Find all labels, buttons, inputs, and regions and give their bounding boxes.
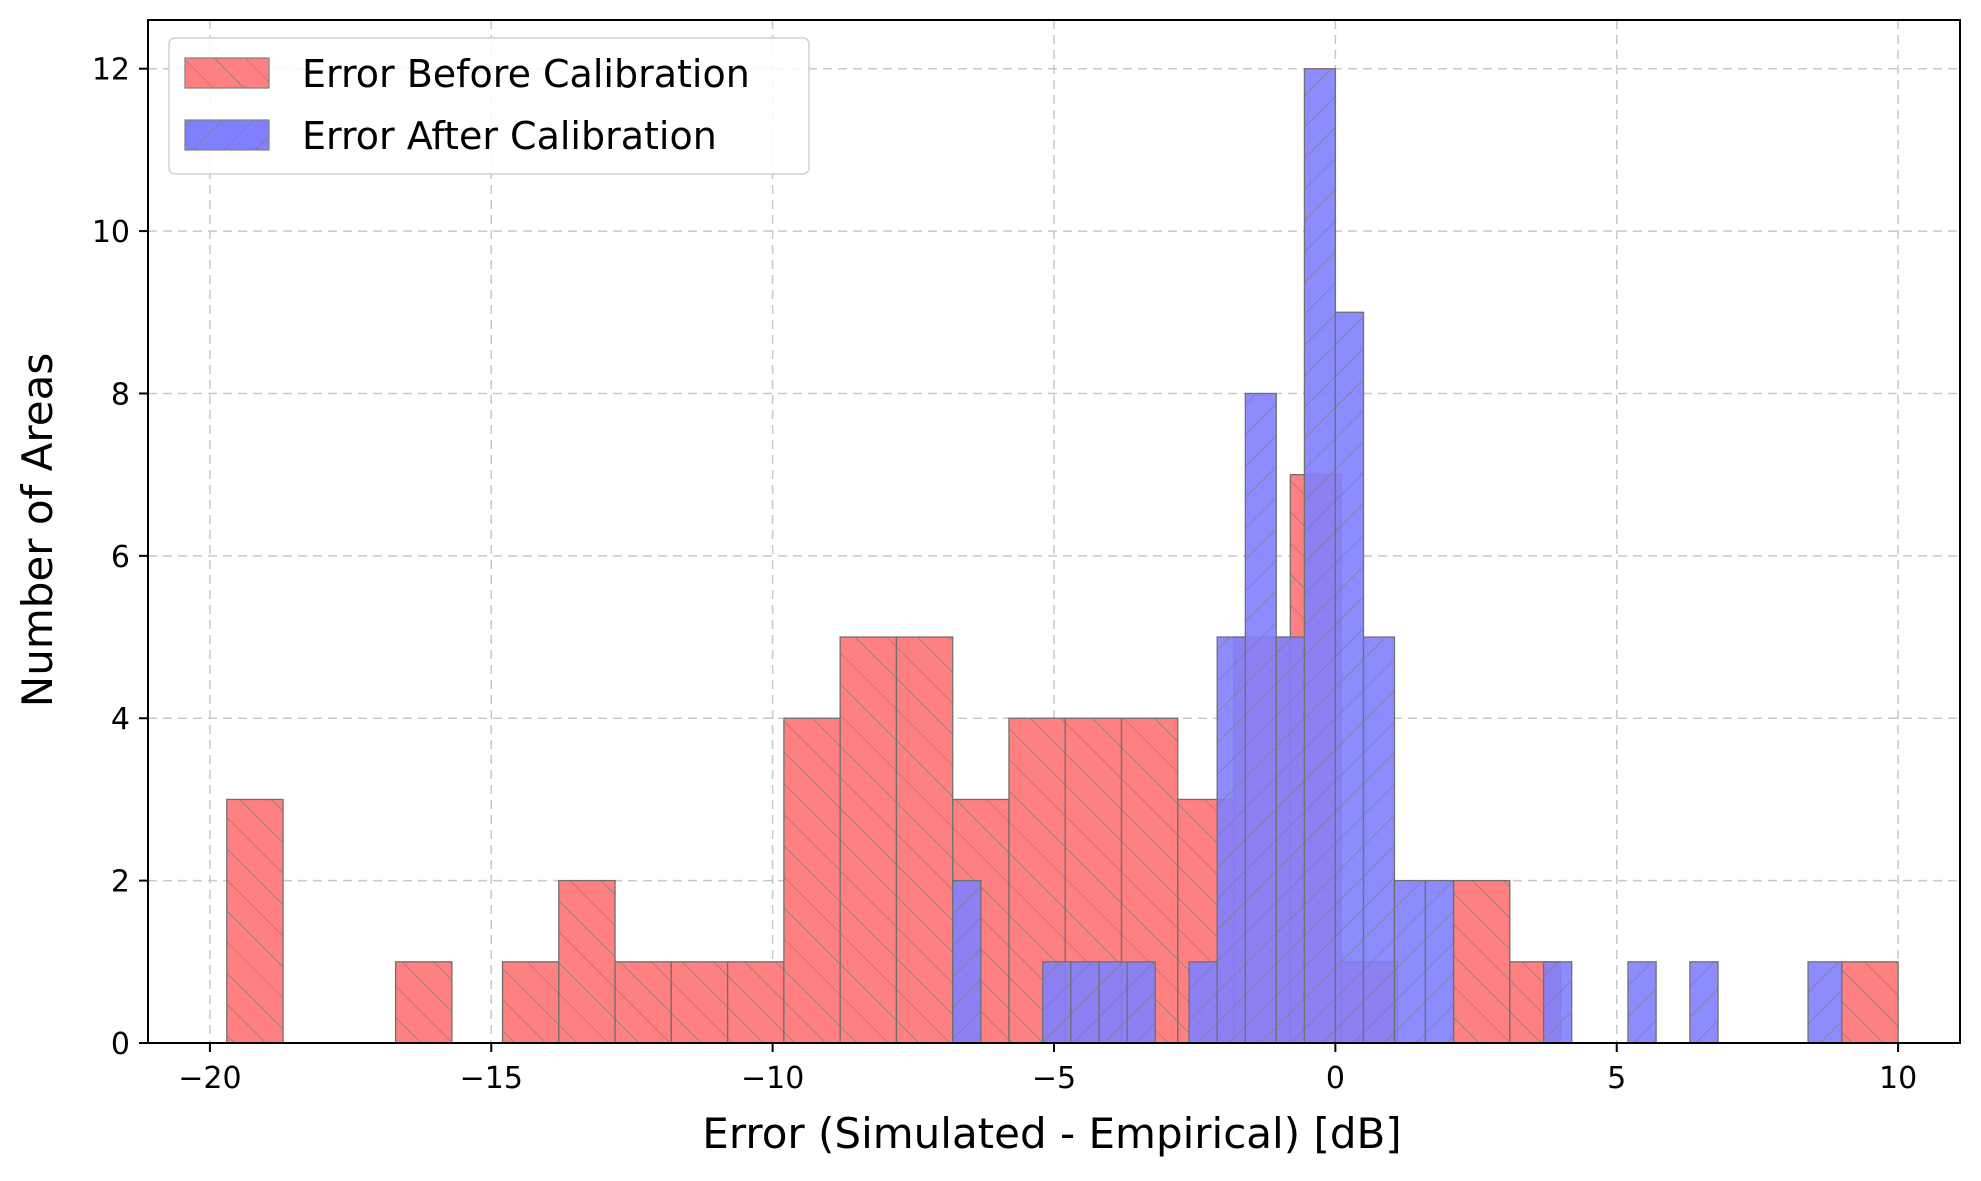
bar-before-hatch-7 xyxy=(783,717,841,1044)
x-tick-label-3: −5 xyxy=(1032,1061,1076,1096)
bar-after-hatch-10 xyxy=(1334,311,1365,1044)
bar-before-hatch-2 xyxy=(501,961,560,1044)
bar-after-9 xyxy=(1303,68,1337,1044)
y-tick-label-3: 6 xyxy=(111,540,130,575)
bar-after-4 xyxy=(1126,961,1156,1044)
bar-before-20 xyxy=(1841,961,1899,1044)
bar-after-hatch-4 xyxy=(1126,961,1156,1044)
bar-before-5 xyxy=(670,961,729,1044)
bar-before-9 xyxy=(895,636,954,1044)
axes: −20 −15 −10 −5 0 5 10 0 2 4 6 8 10 12 xyxy=(92,19,1961,1096)
bar-before-18 xyxy=(1452,879,1511,1044)
bar-after-10 xyxy=(1334,311,1365,1044)
bar-before-hatch-0 xyxy=(226,798,284,1044)
bar-after-1 xyxy=(1042,961,1072,1044)
bar-before-hatch-5 xyxy=(670,961,729,1044)
bar-after-hatch-9 xyxy=(1303,68,1337,1044)
bar-after-3 xyxy=(1098,961,1128,1044)
bar-before-2 xyxy=(501,961,560,1044)
bar-after-16 xyxy=(1689,961,1719,1044)
bar-after-6 xyxy=(1216,636,1246,1044)
legend-swatch-before-hatch xyxy=(185,58,269,88)
legend-label-after: Error After Calibration xyxy=(302,114,717,158)
legend-item-after: Error After Calibration xyxy=(184,114,717,158)
x-tick-label-0: −20 xyxy=(178,1061,241,1096)
x-tick-label-6: 10 xyxy=(1879,1061,1917,1096)
legend-label-before: Error Before Calibration xyxy=(302,52,750,96)
bar-after-13 xyxy=(1424,879,1455,1044)
bar-after-8 xyxy=(1275,636,1306,1044)
bar-after-15 xyxy=(1627,961,1657,1044)
bar-after-hatch-5 xyxy=(1188,961,1218,1044)
bar-after-hatch-12 xyxy=(1393,879,1427,1044)
bars xyxy=(226,68,1899,1044)
bar-before-4 xyxy=(614,961,672,1044)
bar-after-hatch-2 xyxy=(1070,961,1100,1044)
legend-item-before: Error Before Calibration xyxy=(184,52,750,96)
bar-before-1 xyxy=(394,961,453,1044)
bar-after-7 xyxy=(1244,392,1277,1044)
y-tick-label-0: 0 xyxy=(111,1027,130,1062)
legend-box xyxy=(168,37,810,175)
bar-before-hatch-6 xyxy=(726,961,785,1044)
bar-after-hatch-15 xyxy=(1627,961,1657,1044)
y-axis-label: Number of Areas xyxy=(13,353,62,707)
bar-after-hatch-3 xyxy=(1098,961,1128,1044)
bar-after-hatch-14 xyxy=(1542,961,1573,1044)
bar-before-8 xyxy=(839,636,898,1044)
bar-before-0 xyxy=(226,798,284,1044)
bar-after-hatch-6 xyxy=(1216,636,1246,1044)
bar-after-17 xyxy=(1807,961,1843,1044)
x-tick-label-1: −15 xyxy=(460,1061,523,1096)
bar-before-hatch-3 xyxy=(558,879,616,1044)
bar-before-3 xyxy=(558,879,616,1044)
x-axis-label: Error (Simulated - Empirical) [dB] xyxy=(702,1109,1401,1158)
bar-before-hatch-8 xyxy=(839,636,898,1044)
y-tick-label-2: 4 xyxy=(111,702,130,737)
bar-before-hatch-4 xyxy=(614,961,672,1044)
legend: Error Before Calibration Error After Cal… xyxy=(168,37,810,175)
y-tick-label-6: 12 xyxy=(92,53,130,88)
bar-after-hatch-0 xyxy=(952,879,982,1044)
bar-before-6 xyxy=(726,961,785,1044)
bar-after-hatch-16 xyxy=(1689,961,1719,1044)
x-tick-label-5: 5 xyxy=(1607,1061,1626,1096)
bar-after-hatch-1 xyxy=(1042,961,1072,1044)
y-tick-label-1: 2 xyxy=(111,865,130,900)
bar-before-7 xyxy=(783,717,841,1044)
bar-after-0 xyxy=(952,879,982,1044)
bar-after-hatch-11 xyxy=(1362,636,1396,1044)
x-tick-label-4: 0 xyxy=(1326,1061,1345,1096)
bar-before-hatch-20 xyxy=(1841,961,1899,1044)
bar-before-hatch-1 xyxy=(394,961,453,1044)
bar-after-hatch-7 xyxy=(1244,392,1277,1044)
legend-swatch-after-hatch xyxy=(185,120,269,150)
x-tick-label-2: −10 xyxy=(741,1061,804,1096)
bar-before-hatch-9 xyxy=(895,636,954,1044)
bar-before-hatch-18 xyxy=(1452,879,1511,1044)
bar-after-2 xyxy=(1070,961,1100,1044)
bar-after-12 xyxy=(1393,879,1427,1044)
bar-after-5 xyxy=(1188,961,1218,1044)
y-tick-label-4: 8 xyxy=(111,377,130,412)
bar-after-hatch-8 xyxy=(1275,636,1306,1044)
bar-after-11 xyxy=(1362,636,1396,1044)
bar-after-14 xyxy=(1542,961,1573,1044)
bar-after-hatch-17 xyxy=(1807,961,1843,1044)
y-tick-label-5: 10 xyxy=(92,215,130,250)
bar-after-hatch-13 xyxy=(1424,879,1455,1044)
